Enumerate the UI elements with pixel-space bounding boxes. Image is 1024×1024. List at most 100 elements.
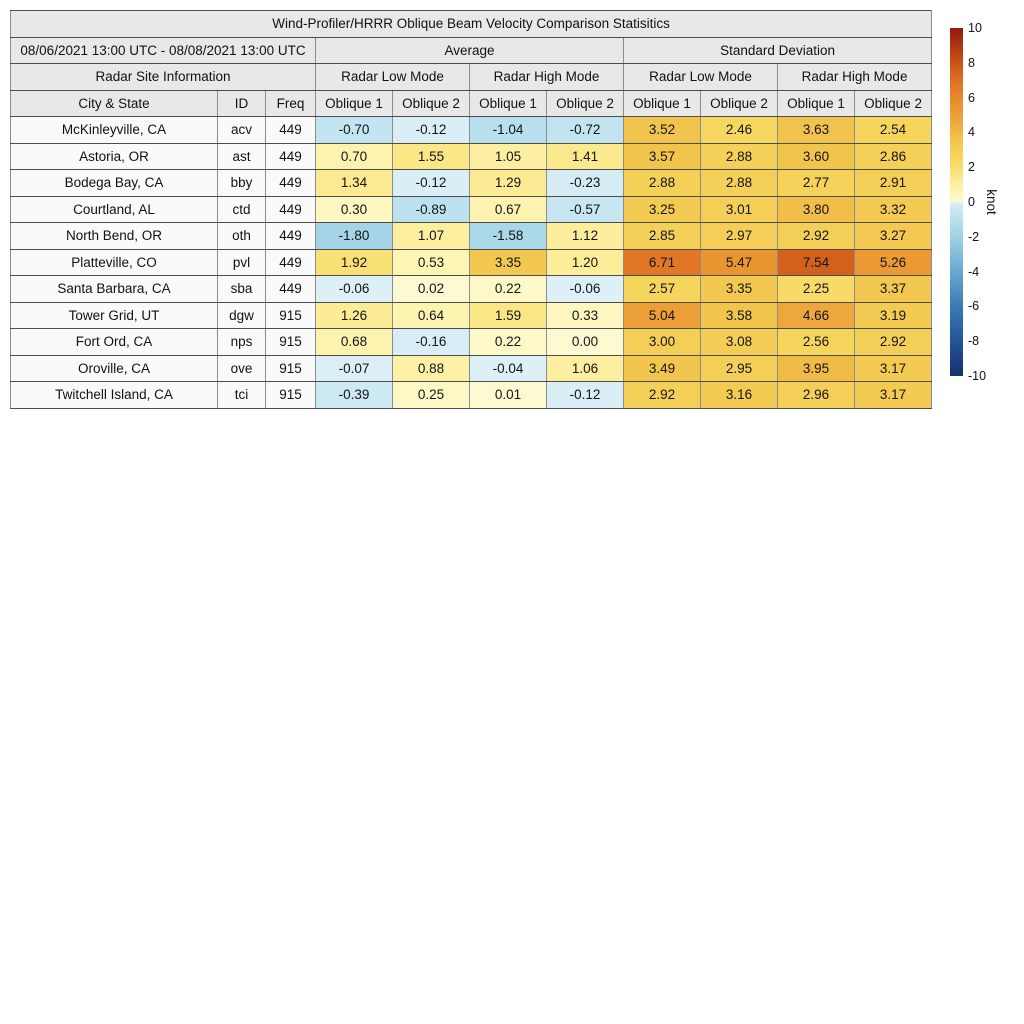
column-header: Oblique 1 (469, 89, 547, 117)
value-cell: 3.58 (700, 301, 778, 329)
value-cell: 0.00 (546, 328, 624, 356)
value-cell: 6.71 (623, 248, 701, 276)
freq-cell: 449 (265, 116, 316, 144)
mode-header: Radar Low Mode (623, 63, 778, 91)
value-cell: 0.22 (469, 275, 547, 303)
id-cell: nps (217, 328, 266, 356)
value-cell: -1.58 (469, 222, 547, 250)
freq-cell: 449 (265, 195, 316, 223)
value-cell: 1.59 (469, 301, 547, 329)
column-header-id: ID (217, 89, 266, 117)
table-row: Platteville, CO pvl 449 1.92 0.53 3.35 1.20 6.7… (10, 248, 933, 276)
id-cell: ove (217, 354, 266, 382)
value-cell: -0.70 (315, 116, 393, 144)
freq-cell: 915 (265, 328, 316, 356)
value-cell: -0.06 (546, 275, 624, 303)
value-cell: 0.25 (392, 381, 470, 409)
colorbar-tick-label: 10 (968, 21, 982, 35)
table-title: Wind-Profiler/HRRR Oblique Beam Velocity… (9, 10, 933, 38)
group-header-standard-deviation: Standard Deviation (622, 36, 933, 64)
table-row: Tower Grid, UT dgw 915 1.26 0.64 1.59 0.33 5.04… (10, 301, 933, 329)
colorbar-label: knot (984, 189, 999, 215)
site-info-header: Radar Site Information (10, 63, 316, 91)
value-cell: 3.95 (777, 354, 855, 382)
value-cell: 7.54 (777, 248, 855, 276)
table-row: Santa Barbara, CA sba 449 -0.06 0.02 0.22 -0.0… (10, 275, 933, 303)
mode-header: Radar High Mode (469, 63, 624, 91)
value-cell: -0.57 (546, 195, 624, 223)
value-cell: 2.95 (700, 354, 778, 382)
value-cell: 1.41 (546, 142, 624, 170)
value-cell: 3.35 (700, 275, 778, 303)
value-cell: 4.66 (777, 301, 855, 329)
mode-header: Radar Low Mode (315, 63, 470, 91)
column-header: Oblique 1 (315, 89, 393, 117)
id-cell: ast (217, 142, 266, 170)
value-cell: 3.60 (777, 142, 855, 170)
freq-cell: 449 (265, 142, 316, 170)
city-cell: Courtland, AL (10, 195, 218, 223)
table-row: Courtland, AL ctd 449 0.30 -0.89 0.67 -0.57 3.2… (10, 195, 933, 223)
value-cell: -0.12 (392, 116, 470, 144)
value-cell: 3.35 (469, 248, 547, 276)
id-cell: acv (217, 116, 266, 144)
id-cell: ctd (217, 195, 266, 223)
colorbar-tick-label: -2 (968, 229, 980, 244)
colorbar-tick-label: 8 (968, 55, 975, 70)
value-cell: 2.91 (853, 169, 933, 197)
column-header-freq: Freq (265, 89, 316, 117)
value-cell: 0.01 (469, 381, 547, 409)
value-cell: 5.26 (853, 248, 933, 276)
value-cell: -0.89 (392, 195, 470, 223)
column-header: Oblique 1 (777, 89, 855, 117)
city-cell: Fort Ord, CA (10, 328, 218, 356)
stats-table: Wind-Profiler/HRRR Oblique Beam Velocity… (9, 10, 933, 409)
value-cell: 2.25 (777, 275, 855, 303)
table-row: Astoria, OR ast 449 0.70 1.55 1.05 1.41 3.57 2.8… (10, 142, 933, 170)
value-cell: 5.47 (700, 248, 778, 276)
value-cell: 1.34 (315, 169, 393, 197)
value-cell: -0.12 (392, 169, 470, 197)
table-header: Wind-Profiler/HRRR Oblique Beam Velocity… (9, 10, 933, 117)
id-cell: bby (217, 169, 266, 197)
table-row: Oroville, CA ove 915 -0.07 0.88 -0.04 1.06 3.49… (10, 354, 933, 382)
value-cell: -1.80 (315, 222, 393, 250)
value-cell: 3.57 (623, 142, 701, 170)
value-cell: 1.05 (469, 142, 547, 170)
table-row: McKinleyville, CA acv 449 -0.70 -0.12 -1.04 -0… (10, 116, 933, 144)
id-cell: tci (217, 381, 266, 409)
city-cell: Tower Grid, UT (10, 301, 218, 329)
value-cell: 2.85 (623, 222, 701, 250)
colorbar-tick-label: -8 (968, 334, 980, 349)
city-cell: Platteville, CO (10, 248, 218, 276)
value-cell: 2.57 (623, 275, 701, 303)
value-cell: -0.23 (546, 169, 624, 197)
id-cell: sba (217, 275, 266, 303)
value-cell: 5.04 (623, 301, 701, 329)
value-cell: 2.54 (853, 116, 933, 144)
city-cell: Twitchell Island, CA (10, 381, 218, 409)
value-cell: 0.33 (546, 301, 624, 329)
freq-cell: 449 (265, 169, 316, 197)
city-cell: Astoria, OR (10, 142, 218, 170)
colorbar-tick-label: -4 (968, 264, 980, 279)
value-cell: 0.70 (315, 142, 393, 170)
value-cell: 3.25 (623, 195, 701, 223)
value-cell: 0.22 (469, 328, 547, 356)
value-cell: -0.72 (546, 116, 624, 144)
id-cell: oth (217, 222, 266, 250)
value-cell: 1.26 (315, 301, 393, 329)
id-cell: pvl (217, 248, 266, 276)
group-header-average: Average (315, 36, 624, 64)
value-cell: 3.37 (853, 275, 933, 303)
title-row: Wind-Profiler/HRRR Oblique Beam Velocity… (9, 10, 933, 38)
value-cell: 3.17 (853, 354, 933, 382)
colorbar-tick-label: 6 (968, 90, 975, 105)
mode-header: Radar High Mode (776, 63, 933, 91)
value-cell: 2.92 (853, 328, 933, 356)
column-header: Oblique 2 (546, 89, 624, 117)
city-cell: Santa Barbara, CA (10, 275, 218, 303)
value-cell: 2.88 (700, 142, 778, 170)
value-cell: 0.02 (392, 275, 470, 303)
column-header-row: City & State ID Freq Oblique 1 Oblique 2… (10, 89, 933, 117)
